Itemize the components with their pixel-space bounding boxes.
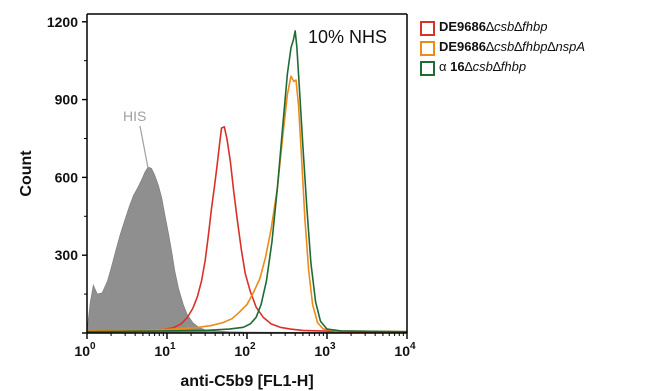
legend-item: α 16∆csb∆fhbp [420,58,645,78]
x-tick-exponent: 3 [330,341,336,352]
x-tick-exponent: 2 [250,341,256,352]
legend-swatch [420,21,435,36]
x-tick-label: 103 [314,341,336,359]
plot-area: HIS [86,30,408,334]
series-his-area [86,166,408,334]
x-tick-label: 100 [74,341,96,359]
legend-label: α 16∆csb∆fhbp [439,59,527,74]
legend-item: DE9686∆csb∆fhbp∆nspA [420,38,645,58]
y-tick-label: 300 [55,247,79,263]
legend-swatch [420,41,435,56]
x-tick-label: 104 [394,341,416,359]
y-tick-label: 600 [55,169,79,185]
x-tick-exponent: 4 [410,341,416,352]
legend: DE9686∆csb∆fhbp DE9686∆csb∆fhbp∆nspA α 16∆… [420,18,645,78]
y-tick-label: 1200 [47,14,78,30]
legend-swatch [420,61,435,76]
x-tick-label: 101 [154,341,176,359]
y-axis-title: Count [18,150,35,197]
x-tick-label: 102 [234,341,256,359]
series-line-1 [86,126,408,333]
x-tick-exponent: 0 [90,341,96,352]
legend-label: DE9686∆csb∆fhbp [439,19,548,34]
legend-item: DE9686∆csb∆fhbp [420,18,645,38]
his-label: HIS [123,108,146,124]
legend-label: DE9686∆csb∆fhbp∆nspA [439,39,586,54]
his-leader-line [139,125,149,169]
y-tick-label: 900 [55,92,79,108]
x-axis-title: anti-C5b9 [FL1-H] [180,373,313,390]
x-tick-exponent: 1 [170,341,176,352]
chart-annotation: 10% NHS [308,27,387,47]
series-line-3 [86,30,408,333]
